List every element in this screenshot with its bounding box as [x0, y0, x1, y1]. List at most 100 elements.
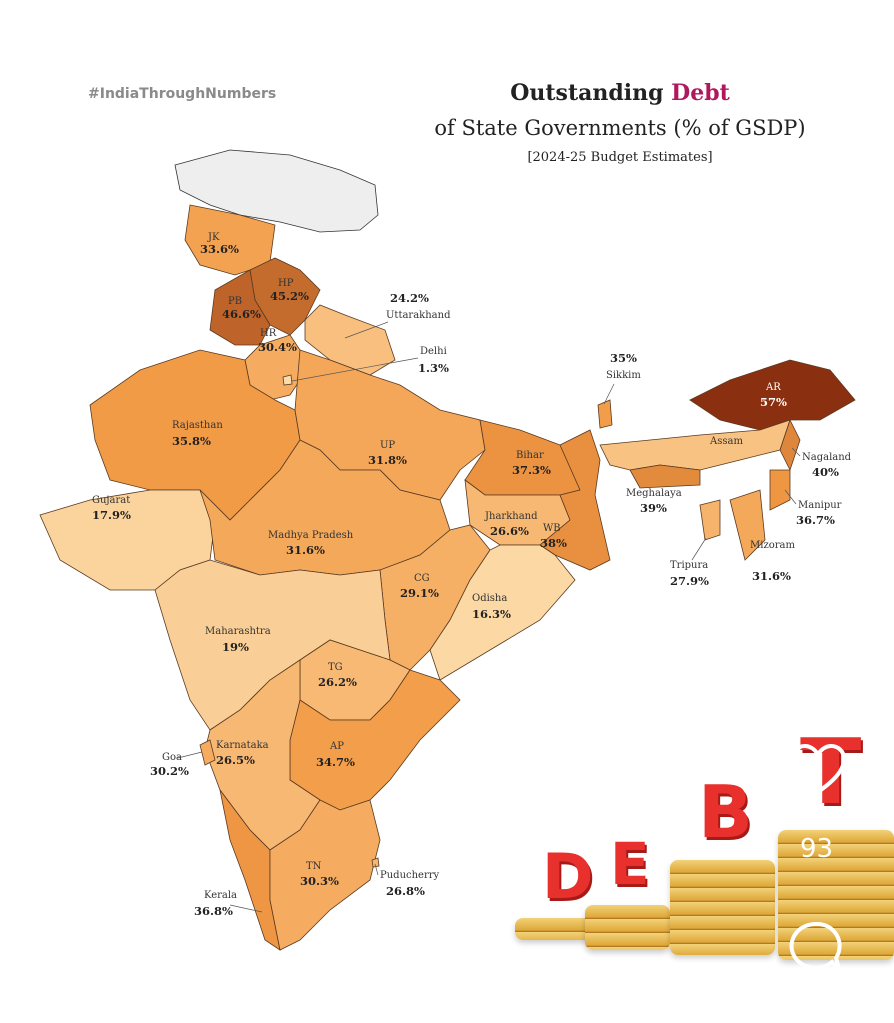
state-label-mz: Mizoram	[750, 540, 795, 551]
state-value-ap: 34.7%	[316, 755, 355, 769]
state-value-hp: 45.2%	[270, 289, 309, 303]
leader-line-kl	[229, 904, 263, 913]
leader-line-mn	[784, 489, 797, 505]
state-ar	[689, 359, 856, 431]
state-as	[599, 419, 791, 471]
state-label-br: Bihar	[516, 450, 544, 461]
state-value-mh: 19%	[222, 640, 249, 654]
letter-d: D	[542, 840, 594, 913]
state-label-tr: Tripura	[670, 560, 708, 571]
subtitle: of State Governments (% of GSDP)	[434, 116, 806, 140]
letter-t: T	[800, 720, 862, 825]
state-wb	[539, 429, 611, 571]
state-label-jk: JK	[207, 232, 220, 243]
state-value-gj: 17.9%	[92, 508, 131, 522]
leader-line-sk	[603, 383, 615, 405]
state-value-py: 26.8%	[386, 884, 425, 898]
state-ga	[199, 739, 216, 766]
state-dl	[282, 374, 293, 386]
state-label-jh: Jharkhand	[484, 511, 538, 522]
state-label-pb: PB	[228, 296, 242, 307]
state-label-ar: AR	[765, 382, 781, 393]
state-value-ml: 39%	[640, 501, 667, 515]
leader-line-nl	[791, 447, 801, 457]
state-label-sk: Sikkim	[606, 370, 641, 381]
state-uk	[304, 304, 396, 376]
state-label-cg: CG	[414, 573, 430, 584]
title: Outstanding Debt	[420, 80, 820, 106]
state-value-tn: 30.3%	[300, 874, 339, 888]
state-tr	[699, 499, 721, 541]
state-value-br: 37.3%	[512, 463, 551, 477]
state-value-ka: 26.5%	[216, 753, 255, 767]
state-value-rj: 35.8%	[172, 434, 211, 448]
state-value-tg: 26.2%	[318, 675, 357, 689]
letter-e: E	[610, 830, 650, 898]
leader-line-ga	[177, 751, 203, 759]
state-value-jh: 26.6%	[490, 524, 529, 538]
title-accent: Debt	[671, 80, 730, 106]
state-label-wb: WB	[543, 523, 561, 534]
state-value-nl: 40%	[812, 465, 839, 479]
state-label-ka: Karnataka	[216, 740, 269, 751]
letter-b: B	[698, 770, 753, 854]
state-label-hp: HP	[278, 278, 294, 289]
state-value-up: 31.8%	[368, 453, 407, 467]
coin-stack	[778, 830, 894, 960]
state-value-cg: 29.1%	[400, 586, 439, 600]
state-label-kl: Kerala	[204, 890, 237, 901]
state-mz	[729, 489, 766, 561]
state-label-uk: Uttarakhand	[386, 310, 451, 321]
state-value-pb: 46.6%	[222, 307, 261, 321]
state-value-jk: 33.6%	[200, 242, 239, 256]
debt-illustration: D E B T	[510, 720, 894, 960]
like-count: 93	[800, 834, 834, 864]
state-label-ap: AP	[329, 741, 344, 752]
state-pb	[209, 269, 271, 346]
state-py	[371, 857, 380, 868]
state-label-ga: Goa	[162, 752, 182, 763]
state-label-ml: Meghalaya	[626, 488, 682, 499]
coin-stack	[670, 860, 775, 955]
heart-outline-icon[interactable]	[788, 742, 848, 798]
state-label-up: UP	[380, 440, 395, 451]
state-value-sk: 35%	[610, 351, 637, 365]
hashtag: #IndiaThroughNumbers	[88, 86, 277, 102]
state-value-wb: 38%	[540, 536, 567, 550]
state-od	[429, 544, 576, 681]
comment-bubble-icon[interactable]	[786, 918, 846, 978]
state-value-mn: 36.7%	[796, 513, 835, 527]
state-value-mz: 31.6%	[752, 569, 791, 583]
state-label-rj: Rajasthan	[172, 420, 223, 431]
state-label-py: Puducherry	[380, 870, 440, 881]
state-label-mp: Madhya Pradesh	[268, 530, 354, 541]
state-label-dl: Delhi	[420, 346, 447, 357]
state-value-tr: 27.9%	[670, 574, 709, 588]
state-label-od: Odisha	[472, 593, 507, 604]
state-ml	[629, 464, 701, 489]
state-label-tn: TN	[306, 861, 322, 872]
leader-line-py	[374, 863, 379, 876]
state-value-uk: 24.2%	[390, 291, 429, 305]
state-nl	[779, 418, 801, 472]
region-no-data-ladakh	[174, 149, 379, 233]
state-value-ga: 30.2%	[150, 764, 189, 778]
leader-line-dl	[291, 357, 419, 382]
state-label-as: Assam	[709, 436, 743, 447]
state-label-mn: Manipur	[798, 500, 842, 511]
state-value-mp: 31.6%	[286, 543, 325, 557]
coin-stack	[515, 918, 595, 940]
coin-stack	[585, 905, 670, 950]
state-label-mh: Maharashtra	[205, 626, 271, 637]
state-label-nl: Nagaland	[802, 452, 852, 463]
leader-line-tr	[691, 537, 707, 561]
state-value-od: 16.3%	[472, 607, 511, 621]
state-label-gj: Gujarat	[92, 495, 130, 506]
state-value-ar: 57%	[760, 395, 787, 409]
state-sk	[597, 399, 613, 429]
state-label-hr: HR	[260, 328, 277, 339]
state-value-hr: 30.4%	[258, 340, 297, 354]
state-value-dl: 1.3%	[418, 361, 449, 375]
leader-line-uk	[344, 321, 389, 339]
